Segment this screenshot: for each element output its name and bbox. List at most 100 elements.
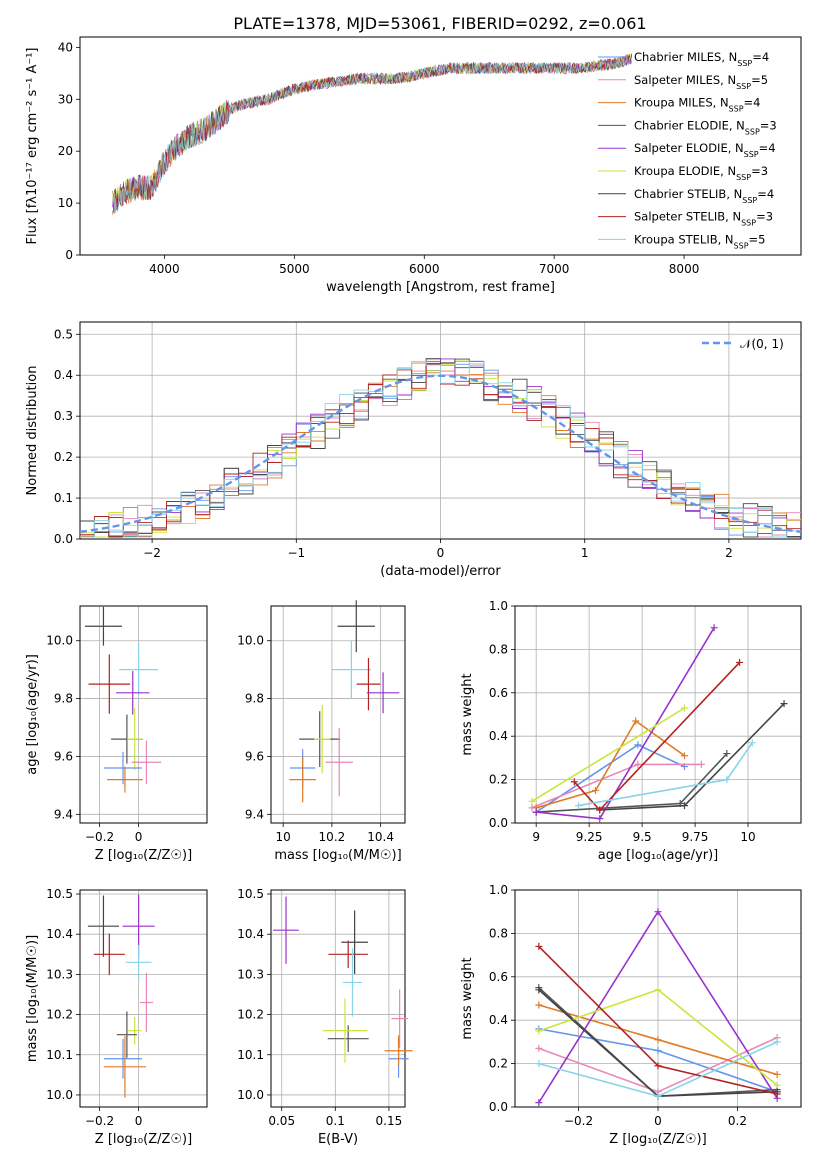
data-point (654, 986, 662, 994)
series-line (536, 627, 715, 820)
x-tick-label: 10.2 (319, 830, 346, 844)
y-tick-label: 10.1 (237, 1048, 264, 1062)
x-tick-label: 9 (532, 830, 540, 844)
data-point (535, 1044, 543, 1052)
legend-entry: Salpeter STELIB, NSSP=3 (634, 210, 773, 228)
normal-curve (79, 374, 802, 533)
x-tick-label: 1 (581, 546, 589, 560)
legend-entry: 𝒩(0, 1) (740, 337, 784, 351)
y-tick-label: 10.2 (237, 1008, 264, 1022)
data-point (632, 717, 640, 725)
data-point (654, 1036, 662, 1044)
data-point (773, 1038, 781, 1046)
series-line (599, 703, 785, 811)
y-tick-label: 10.1 (46, 1048, 73, 1062)
figure-title: PLATE=1378, MJD=53061, FIBERID=0292, z=0… (233, 14, 646, 33)
x-tick-label: 4000 (149, 262, 180, 276)
data-point (634, 760, 642, 768)
data-point (680, 802, 688, 810)
y-tick-label: 0.2 (54, 450, 73, 464)
y-tick-label: 10.0 (237, 1088, 264, 1102)
x-tick-label: 8000 (669, 262, 700, 276)
x-tick-label: −0.2 (85, 830, 114, 844)
legend-entry: Chabrier STELIB, NSSP=4 (634, 187, 774, 205)
y-axis-label: mass weight (460, 957, 475, 1039)
data-point (634, 741, 642, 749)
data-point (535, 1099, 543, 1107)
data-point (535, 1027, 543, 1035)
data-point (535, 1060, 543, 1068)
data-point (780, 700, 788, 708)
y-tick-label: 0.2 (489, 1057, 508, 1071)
weight-vs-Z-marks (535, 908, 781, 1107)
data-point (654, 1092, 662, 1100)
y-tick-label: 10.5 (46, 887, 73, 901)
weight-vs-age-frame (514, 605, 802, 824)
x-axis-label: (data-model)/error (380, 564, 501, 579)
x-tick-label: 2 (725, 546, 733, 560)
x-axis-label: E(B-V) (318, 1132, 358, 1147)
y-tick-label: 0.6 (489, 970, 508, 984)
series-line (535, 719, 685, 809)
y-tick-label: 9.8 (245, 692, 264, 706)
y-tick-label: 10.0 (46, 634, 73, 648)
y-tick-label: 0.8 (489, 642, 508, 656)
residuals-marks: 𝒩(0, 1) (79, 337, 802, 538)
weight-vs-age-marks (528, 624, 788, 823)
data-point (570, 778, 578, 786)
mass-vs-Z-axes: −0.2 0 10.0 10.1 10.2 10.3 10.4 10.5 Z [log₁₀(Z/… (25, 887, 208, 1147)
data-point (528, 797, 536, 805)
y-tick-label: 10.4 (237, 927, 264, 941)
weight-vs-Z-frame (514, 889, 802, 1108)
mass-vs-EBV-axes: 0.05 0.1 0.15 10.0 10.1 10.2 10.3 10.4 10.5 E(B-V… (237, 887, 406, 1147)
y-tick-label: 20 (58, 144, 73, 158)
y-tick-label: 0.4 (489, 1013, 508, 1027)
x-tick-label: 0 (437, 546, 445, 560)
spectrum-axes: 4000 5000 6000 7000 8000 0 10 20 30 40 wavelength … (25, 36, 802, 295)
x-tick-label: 0 (135, 1114, 143, 1128)
histogram-step (80, 358, 801, 538)
data-point (575, 802, 583, 810)
y-tick-label: 10.4 (46, 927, 73, 941)
y-tick-label: 0.8 (489, 926, 508, 940)
spectrum-line (112, 54, 632, 213)
y-axis-label: Normed distribution (25, 366, 40, 496)
spectrum-line (112, 55, 632, 213)
spectrum-legend: Chabrier MILES, NSSP=4 Salpeter MILES, NS… (598, 50, 777, 250)
data-point (773, 1070, 781, 1078)
legend-entry: Salpeter MILES, NSSP=5 (634, 73, 768, 91)
x-tick-label: 10 (276, 830, 291, 844)
data-point (680, 704, 688, 712)
y-tick-label: 0.0 (54, 532, 73, 546)
age-vs-mass-axes: 10 10.2 10.4 9.4 9.6 9.8 10.0 mass [log₁₀(M/M☉)… (237, 605, 406, 863)
histogram-step (80, 360, 801, 538)
y-tick-label: 9.4 (245, 807, 264, 821)
spectrum-frame (79, 36, 802, 256)
y-tick-label: 0.4 (54, 368, 73, 382)
x-tick-label: −0.2 (564, 1114, 593, 1128)
data-point (535, 986, 543, 994)
data-point (723, 776, 731, 784)
y-tick-label: 9.4 (54, 807, 73, 821)
y-tick-label: 10.0 (237, 634, 264, 648)
age-vs-mass-marks (289, 600, 400, 803)
x-axis-label: Z [log₁₀(Z/Z☉)] (609, 1132, 706, 1147)
y-tick-label: 0.3 (54, 409, 73, 423)
y-tick-label: 10.5 (237, 887, 264, 901)
series-line (536, 753, 728, 813)
data-point (654, 1062, 662, 1070)
x-axis-label: age [log₁₀(age/yr)] (598, 848, 719, 863)
mass-vs-Z-frame (79, 889, 208, 1108)
data-point (697, 760, 705, 768)
residuals-frame (79, 321, 802, 540)
x-axis-label: Z [log₁₀(Z/Z☉)] (95, 848, 192, 863)
x-tick-label: 0.15 (376, 1114, 403, 1128)
x-tick-label: 0 (135, 830, 143, 844)
age-vs-Z-marks (84, 606, 162, 793)
y-tick-label: 10.3 (46, 967, 73, 981)
mass-vs-Z-marks (87, 894, 155, 1098)
legend-entry: Kroupa STELIB, NSSP=5 (634, 232, 765, 250)
data-point (654, 908, 662, 916)
y-tick-label: 40 (58, 40, 73, 54)
y-axis-label: Flux [fλ10⁻¹⁷ erg cm⁻² s⁻¹ A⁻¹] (25, 48, 40, 245)
